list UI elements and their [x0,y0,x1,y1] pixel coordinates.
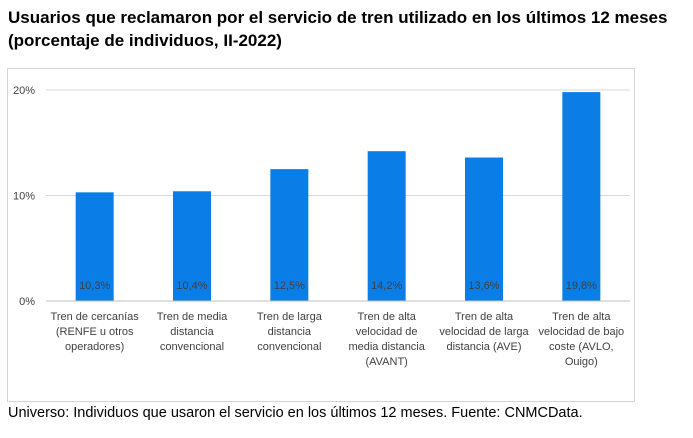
category-label: velocidad de larga [439,326,529,338]
category-label: Tren de alta [552,311,611,323]
category-label: Tren de alta [455,311,514,323]
bar [562,92,601,301]
category-label: operadores) [65,341,124,353]
category-label: convencional [257,341,321,353]
bar [465,157,503,301]
y-tick-label: 0% [19,296,35,308]
category-label: distancia [170,326,214,338]
bar [75,192,114,301]
category-label: Ouigo) [565,356,598,368]
footnote: Universo: Individuos que usaron el servi… [8,405,583,421]
category-label: Tren de alta [358,311,417,323]
category-label: coste (AVLO, [549,341,614,353]
category-label: Tren de cercanías [51,311,140,323]
category-label: convencional [160,341,224,353]
category-label: Tren de larga [257,311,323,323]
category-label: distancia (AVE) [447,341,522,353]
category-label: distancia [268,326,312,338]
data-label: 13,6% [468,280,499,292]
chart-frame: 0% 10% 20% 10,3% Tren de cercanías (RENFE u o… [7,68,635,402]
data-label: 19,8% [566,280,597,292]
category-label: (RENFE u otros [56,326,134,338]
bar [270,169,309,301]
data-label: 10,3% [79,280,110,292]
category-label: Tren de media [157,311,228,323]
category-label: media distancia [348,341,425,353]
category-label: velocidad de [356,326,418,338]
data-label: 10,4% [176,280,207,292]
category-label: velocidad de bajo [539,326,625,338]
chart-title: Usuarios que reclamaron por el servicio … [8,8,668,50]
y-tick-label: 10% [13,191,35,203]
data-label: 12,5% [274,280,305,292]
category-label: (AVANT) [365,356,407,368]
data-label: 14,2% [371,280,402,292]
bar-chart: 0% 10% 20% 10,3% Tren de cercanías (RENFE u o… [13,85,630,368]
bar [173,191,211,301]
y-tick-label: 20% [13,85,35,97]
bar [367,151,406,301]
